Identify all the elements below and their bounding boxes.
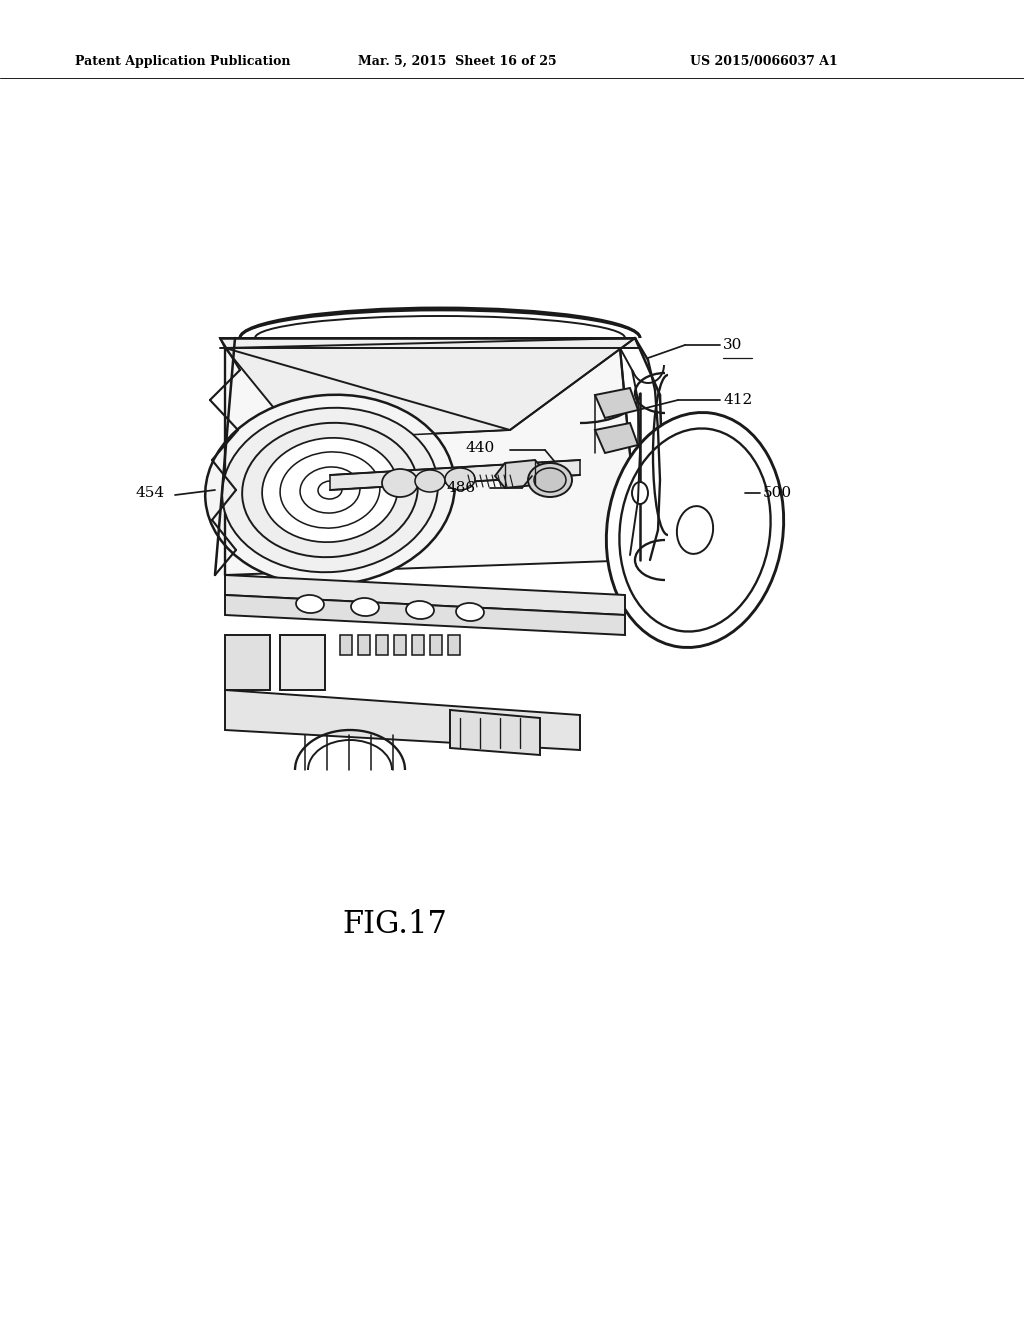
Polygon shape [280,635,325,690]
Text: Mar. 5, 2015  Sheet 16 of 25: Mar. 5, 2015 Sheet 16 of 25 [358,55,557,69]
Ellipse shape [632,482,648,504]
Ellipse shape [262,438,398,543]
Ellipse shape [445,469,475,490]
Ellipse shape [318,480,342,499]
Ellipse shape [205,395,455,585]
Text: 412: 412 [723,393,753,407]
Ellipse shape [351,598,379,616]
Ellipse shape [242,422,418,557]
Text: Patent Application Publication: Patent Application Publication [75,55,291,69]
Polygon shape [340,635,352,655]
Ellipse shape [296,595,324,612]
Text: 440: 440 [466,441,495,455]
Text: FIG.17: FIG.17 [343,909,447,940]
Polygon shape [495,459,545,488]
Ellipse shape [606,413,783,648]
Polygon shape [376,635,388,655]
Text: 486: 486 [446,480,476,495]
Text: 454: 454 [136,486,165,500]
Polygon shape [412,635,424,655]
Polygon shape [595,388,638,418]
Text: 500: 500 [763,486,793,500]
Polygon shape [220,338,640,348]
Text: US 2015/0066037 A1: US 2015/0066037 A1 [690,55,838,69]
Polygon shape [225,690,580,750]
Ellipse shape [620,429,771,631]
Ellipse shape [300,467,360,513]
Polygon shape [449,635,460,655]
Polygon shape [225,595,625,635]
Text: 30: 30 [723,338,742,352]
Polygon shape [450,710,540,755]
Polygon shape [225,348,640,576]
Ellipse shape [415,470,445,492]
Ellipse shape [382,469,418,498]
Polygon shape [595,422,638,453]
Polygon shape [358,635,370,655]
Ellipse shape [222,408,438,573]
Ellipse shape [528,463,572,498]
Polygon shape [225,576,625,615]
Ellipse shape [534,469,566,492]
Polygon shape [225,338,635,440]
Ellipse shape [406,601,434,619]
Polygon shape [330,459,580,490]
Ellipse shape [281,451,380,528]
Polygon shape [430,635,442,655]
Ellipse shape [456,603,484,620]
Polygon shape [394,635,406,655]
Ellipse shape [677,506,713,554]
Polygon shape [225,635,270,690]
